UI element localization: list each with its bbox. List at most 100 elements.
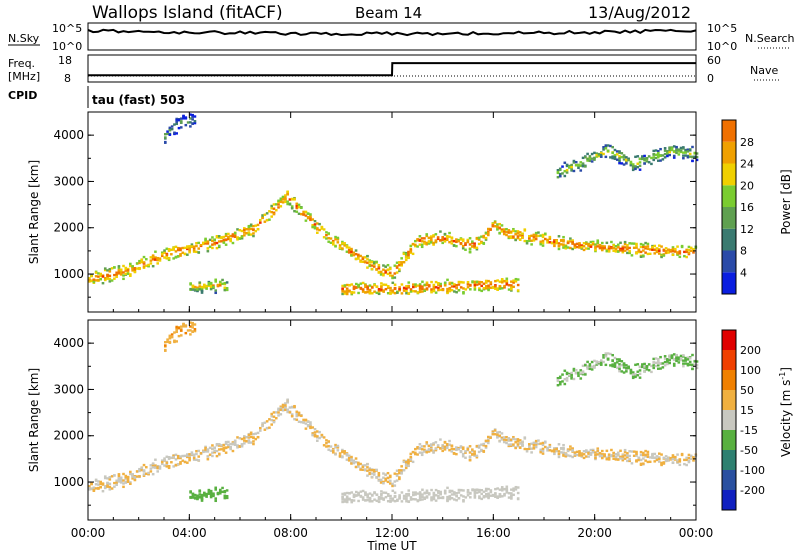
power-cell [379, 271, 383, 274]
power-cell [198, 281, 202, 284]
velocity-cell [653, 460, 657, 463]
velocity-cell [208, 446, 212, 450]
power-cell [117, 269, 121, 272]
power-cell [689, 246, 693, 249]
velocity-cell [409, 458, 413, 461]
power-cell [243, 227, 246, 230]
power-cell [655, 250, 659, 254]
velocity-cell [477, 450, 481, 454]
velocity-cell [316, 435, 319, 438]
velocity-cell [555, 449, 558, 453]
power-cell [611, 156, 614, 160]
power-cell [348, 290, 351, 293]
power-cell [569, 237, 572, 240]
velocity-cell [407, 464, 410, 468]
power-cell [191, 122, 194, 126]
power-cell [498, 287, 502, 290]
power-cell [240, 237, 244, 240]
velocity-cell [462, 500, 465, 503]
power-cell [534, 231, 538, 235]
power-cell [268, 218, 271, 221]
power-cell [654, 149, 658, 152]
power-cell [631, 165, 635, 168]
velocity-cell [222, 446, 226, 450]
velocity-cell [398, 494, 401, 497]
velocity-cell [484, 489, 488, 492]
power-cell [505, 283, 509, 286]
power-cell [402, 286, 406, 290]
velocity-cell [626, 456, 629, 459]
power-cell [222, 235, 226, 239]
power-cell [370, 267, 374, 271]
power-cell [553, 239, 556, 242]
velocity-cell [165, 455, 169, 458]
velocity-cell [514, 441, 517, 444]
velocity-cell [238, 437, 242, 440]
power-cell [191, 115, 194, 118]
power-cell [434, 291, 438, 294]
power-cell [370, 261, 374, 264]
power-cell [561, 172, 564, 175]
power-cell [512, 281, 515, 284]
power-cell [613, 156, 617, 159]
velocity-cell [160, 459, 164, 462]
power-cell [243, 234, 246, 237]
nsky-trace [87, 28, 697, 37]
velocity-cell [557, 452, 561, 456]
power-cell [173, 132, 176, 136]
velocity-cell [574, 372, 578, 375]
power-cell [409, 244, 413, 248]
power-cell [418, 243, 422, 246]
velocity-cell [652, 361, 656, 364]
power-cell [510, 289, 513, 292]
velocity-cell [432, 494, 436, 497]
power-cell [179, 247, 182, 250]
velocity-cell [295, 410, 299, 413]
power-cell [384, 271, 387, 274]
power-cell [605, 241, 609, 245]
power-cell [571, 241, 574, 244]
velocity-cell [530, 451, 533, 454]
power-cell [509, 236, 513, 240]
colorbar-tick-label: 200 [740, 344, 761, 357]
power-cell [452, 244, 456, 247]
power-cell [450, 282, 454, 285]
velocity-cell [516, 491, 520, 495]
power-cell [450, 242, 454, 245]
velocity-cell [475, 454, 479, 458]
power-cell [423, 242, 426, 245]
velocity-cell [671, 458, 675, 461]
power-cell [430, 288, 433, 291]
velocity-cell [284, 404, 287, 407]
velocity-cell [364, 499, 367, 502]
velocity-cell [659, 362, 662, 366]
velocity-cell [400, 469, 403, 472]
velocity-cell [343, 498, 347, 501]
power-cell [268, 210, 271, 213]
velocity-cell [320, 433, 324, 437]
power-cell [193, 120, 197, 123]
velocity-cell [441, 496, 445, 500]
velocity-cell [432, 491, 436, 495]
power-cell [484, 284, 488, 288]
velocity-cell [398, 496, 401, 499]
power-cell [350, 247, 353, 251]
velocity-cell [573, 454, 577, 457]
power-cell [685, 255, 688, 259]
velocity-cell [642, 457, 645, 460]
power-cell [366, 285, 370, 288]
velocity-cell [193, 493, 197, 497]
velocity-cell [223, 494, 227, 497]
power-cell [416, 291, 420, 294]
power-cell [213, 241, 216, 245]
velocity-cell [643, 370, 646, 373]
velocity-cell [368, 500, 372, 503]
power-cell [313, 219, 317, 223]
power-cell [115, 275, 118, 279]
velocity-cell [636, 370, 640, 373]
power-cell [539, 240, 543, 243]
power-cell [644, 247, 647, 250]
y-tick-label: 3000 [53, 382, 84, 396]
power-cell [482, 236, 486, 239]
power-cell [623, 246, 627, 249]
